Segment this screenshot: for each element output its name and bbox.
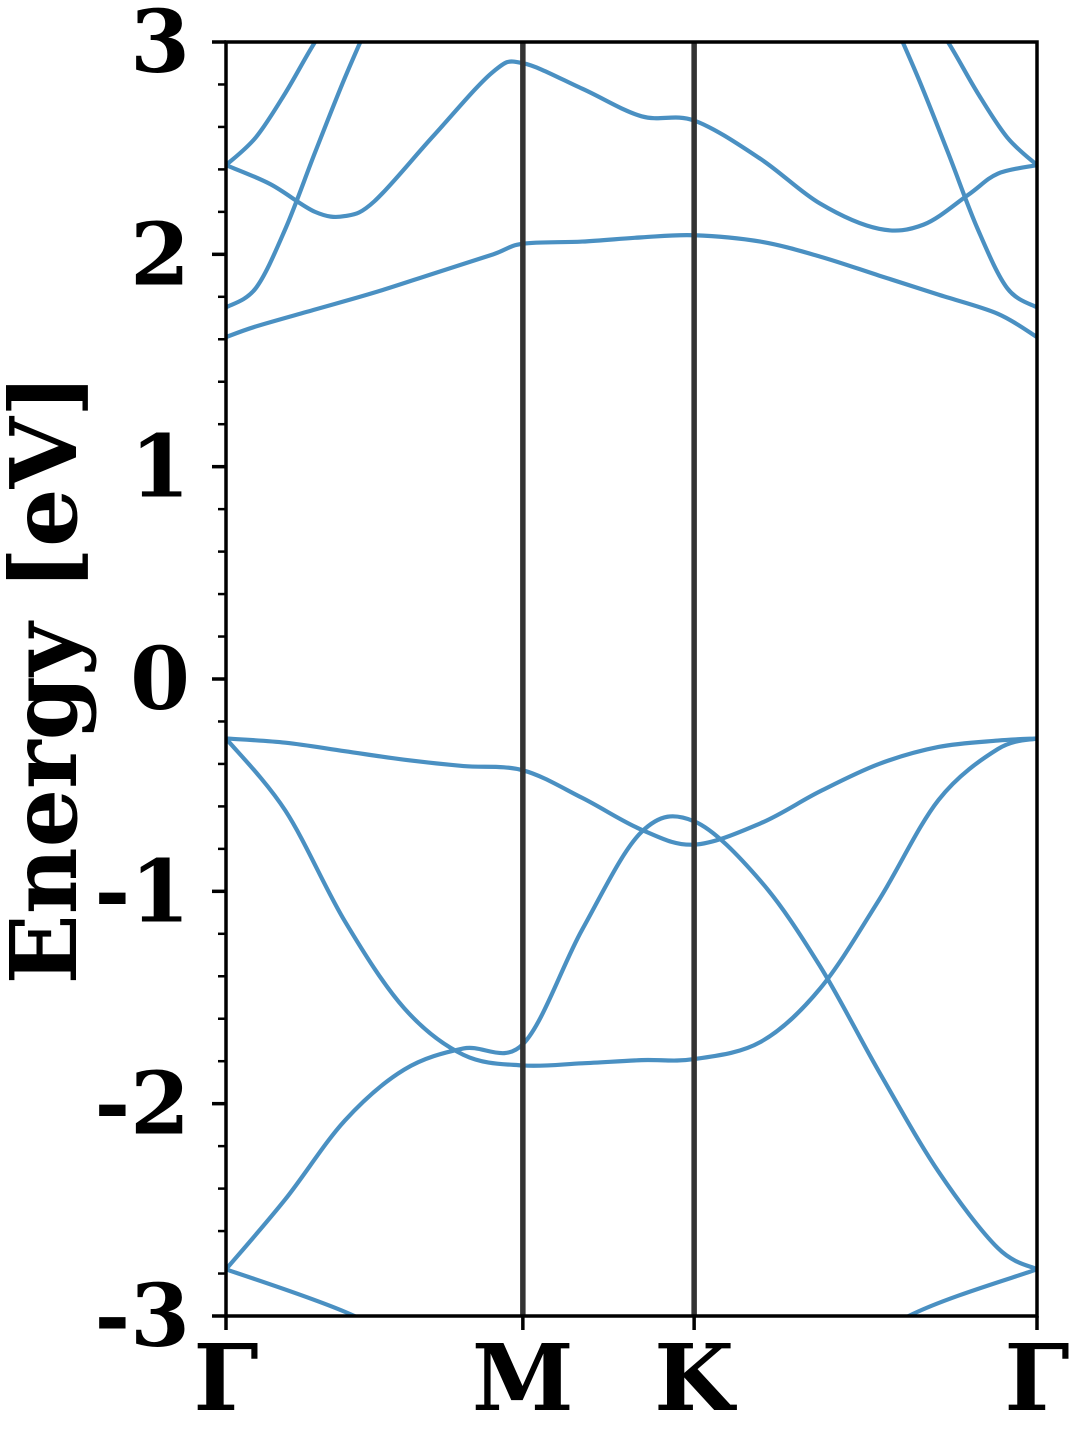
y-tick-label: -3	[94, 1266, 190, 1367]
band-line-11	[226, 59, 1037, 233]
high-symmetry-lines	[520, 42, 697, 1316]
band-line-10	[945, 42, 1037, 168]
band-line-2	[226, 736, 1037, 1068]
plot-frame	[224, 40, 1039, 1318]
y-tick-label: 3	[130, 0, 190, 93]
band-line-5	[904, 1267, 1037, 1316]
x-tick-label: K	[654, 1324, 737, 1432]
band-lines	[226, 42, 1037, 1316]
band-line-4	[226, 1267, 360, 1316]
y-axis-label: Energy [eV]	[0, 374, 98, 985]
band-line-6	[226, 232, 1037, 340]
x-tick-label: Γ	[1004, 1324, 1069, 1432]
y-axis-ticks: -3 -2 -1 0 1 2 3	[94, 0, 226, 1367]
y-tick-label: 0	[130, 629, 190, 730]
y-tick-label: 1	[130, 417, 190, 518]
y-tick-label: 2	[130, 204, 190, 305]
y-tick-label: -1	[94, 841, 190, 942]
band-line-9	[226, 42, 318, 168]
band-line-1	[226, 814, 1037, 1272]
x-tick-label: Γ	[193, 1324, 258, 1432]
band-line-7	[226, 42, 363, 310]
x-tick-label: M	[472, 1324, 574, 1432]
band-line-8	[900, 42, 1037, 310]
band-line-3	[226, 736, 1037, 847]
y-tick-label: -2	[94, 1054, 190, 1155]
